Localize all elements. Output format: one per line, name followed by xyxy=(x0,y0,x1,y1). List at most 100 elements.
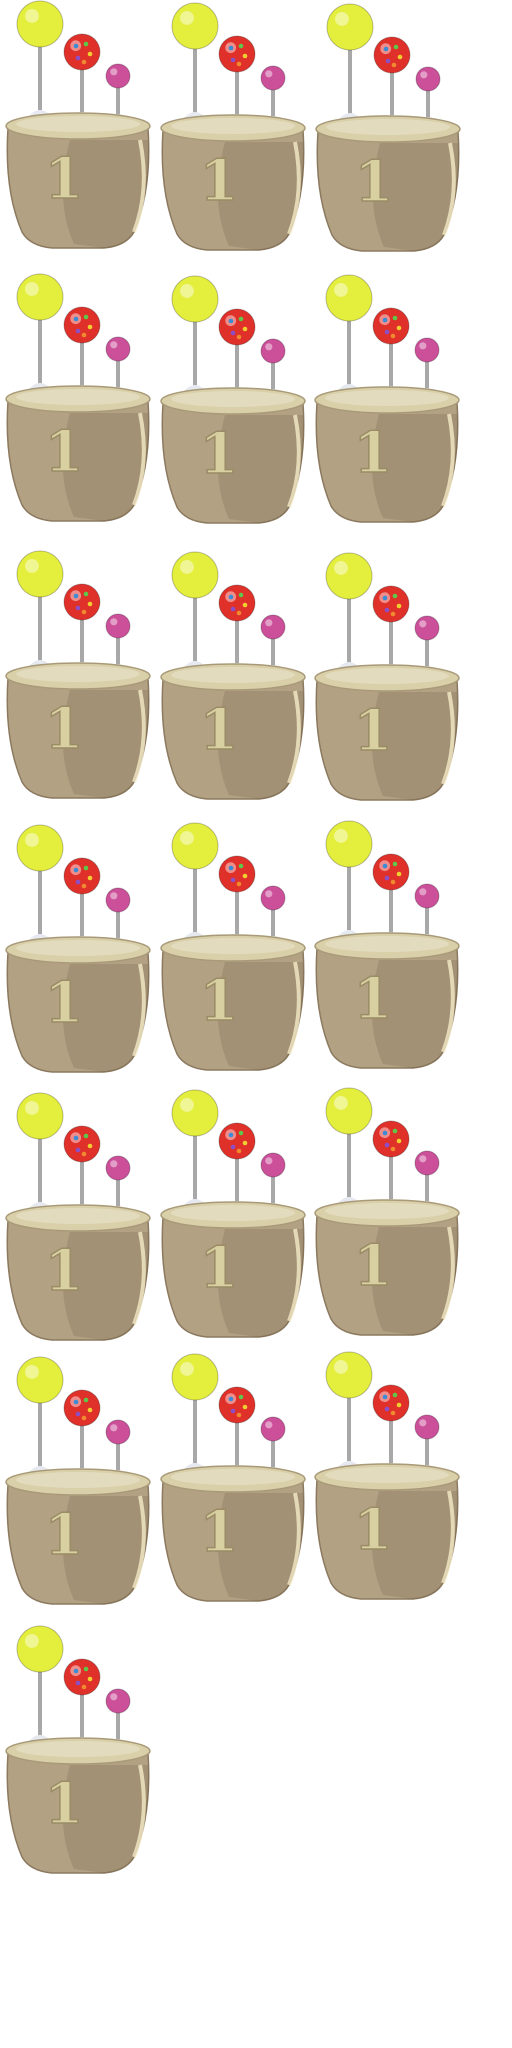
pot-shade xyxy=(62,1765,149,1873)
pot-count-label: 1 xyxy=(45,419,84,485)
pot-count-label: 1 xyxy=(200,421,239,487)
lollipop-stick xyxy=(38,580,42,668)
sprinkle xyxy=(230,1144,236,1150)
pot-rim-top xyxy=(171,391,295,407)
sprinkle xyxy=(236,881,242,887)
lollipop-candy xyxy=(372,307,410,345)
sprinkle xyxy=(228,1396,234,1402)
sprinkle xyxy=(242,1404,248,1410)
candy-pot-icon: 1 xyxy=(315,3,461,252)
pot-highlight xyxy=(441,1490,455,1584)
pot-count-label: 1 xyxy=(200,697,239,763)
lollipop-stick xyxy=(271,1433,275,1475)
pot-body xyxy=(315,1478,459,1600)
candy-pot-icon: 1 xyxy=(5,273,151,522)
sprinkle xyxy=(87,1407,93,1413)
pot-count-label: 1 xyxy=(45,1502,84,1568)
sprinkle xyxy=(228,594,234,600)
candy-shine xyxy=(25,1365,39,1379)
candy-pot-frame: 1 xyxy=(155,1353,311,1617)
lollipop-candy xyxy=(260,614,286,640)
red-lollipop-icon xyxy=(218,308,256,397)
pot-rim xyxy=(315,115,461,143)
lollipop-stick xyxy=(193,32,197,120)
pot-shade xyxy=(371,1491,458,1599)
candy-pot-icon: 1 xyxy=(160,822,306,1071)
candy-pot-frame: 1 xyxy=(0,273,156,537)
sprinkle xyxy=(83,1133,89,1139)
pot-shade xyxy=(217,962,304,1070)
candy-pot-frame: 1 xyxy=(0,824,156,1088)
sprinkle xyxy=(385,58,391,64)
sprinkle xyxy=(390,1146,396,1152)
candy-pot-frame: 1 xyxy=(155,2,311,266)
lollipop-candy xyxy=(414,1414,440,1440)
lollipop-candy xyxy=(105,1688,131,1714)
candy-pot-icon: 1 xyxy=(314,820,460,1069)
sprinkle xyxy=(242,873,248,879)
lollipop-candy xyxy=(105,1419,131,1445)
sprinkle xyxy=(87,601,93,607)
pot-highlight xyxy=(132,963,146,1057)
candy-shine xyxy=(110,618,118,626)
sprinkle xyxy=(83,865,89,871)
sprinkle xyxy=(238,43,244,49)
lollipop-candy xyxy=(372,853,410,891)
pot-body xyxy=(161,129,305,251)
lollipop-candy xyxy=(171,551,219,599)
sprinkle xyxy=(87,324,93,330)
lollipop-candy xyxy=(105,63,131,89)
sprinkle xyxy=(392,593,398,599)
red-lollipop-icon xyxy=(63,1389,101,1478)
lollipop-stick xyxy=(271,1169,275,1211)
pot-rim xyxy=(160,663,306,691)
pot-shade xyxy=(371,692,458,800)
candy-pot-icon: 1 xyxy=(314,552,460,801)
pot-count-label: 1 xyxy=(45,1771,84,1837)
pot-shade xyxy=(217,1493,304,1601)
pot-rim xyxy=(5,1204,151,1232)
pot-rim-top xyxy=(16,1741,140,1757)
lollipop-candy xyxy=(63,1389,101,1427)
candy-pot-frame: 1 xyxy=(155,822,311,1086)
pot-shade xyxy=(371,960,458,1068)
candy-pot-frame: 1 xyxy=(155,551,311,815)
pot-rim-top xyxy=(16,116,140,132)
candy-pot-icon: 1 xyxy=(160,2,306,251)
lollipop-candy xyxy=(414,615,440,641)
pot-highlight xyxy=(441,959,455,1053)
pot-rim xyxy=(5,1737,151,1765)
pot-body xyxy=(161,1480,305,1602)
sprinkle xyxy=(238,592,244,598)
pot-rim xyxy=(314,386,460,414)
candy-shine xyxy=(265,1421,273,1429)
lollipop-candy xyxy=(171,1089,219,1137)
sprinkle xyxy=(75,1411,81,1417)
lollipop-candy xyxy=(414,1150,440,1176)
lollipop-stick xyxy=(116,353,120,395)
pot-count-label: 1 xyxy=(354,420,393,486)
sprinkle xyxy=(87,1676,93,1682)
candy-shine xyxy=(265,70,273,78)
lollipop-stick xyxy=(235,58,239,122)
pot-body xyxy=(6,951,150,1073)
lollipop-candy xyxy=(325,274,373,322)
lollipop-stick xyxy=(425,354,429,396)
sprinkle xyxy=(236,1412,242,1418)
lollipop-stick xyxy=(116,1705,120,1747)
yellow-lollipop-icon xyxy=(16,0,64,120)
lollipop-candy xyxy=(325,1087,373,1135)
candy-shine xyxy=(334,283,348,297)
sprinkle xyxy=(238,316,244,322)
red-lollipop-icon xyxy=(63,33,101,122)
candy-shine xyxy=(25,833,39,847)
pot-body xyxy=(6,677,150,799)
lollipop-candy xyxy=(260,338,286,364)
candy-shine xyxy=(180,560,194,574)
pot-rim-top xyxy=(16,666,140,682)
pot-body xyxy=(315,679,459,801)
sprinkle xyxy=(73,1399,79,1405)
lollipop-candy xyxy=(414,337,440,363)
yellow-lollipop-icon xyxy=(171,275,219,395)
pot-rim-top xyxy=(326,119,450,135)
